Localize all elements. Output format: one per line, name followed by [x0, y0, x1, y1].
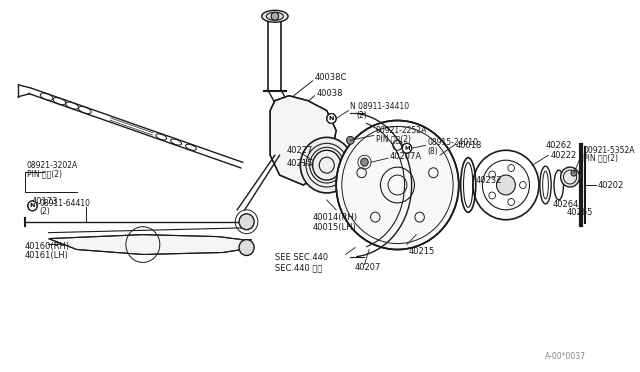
Text: 40207: 40207 [355, 263, 381, 272]
Text: (8): (8) [428, 147, 438, 156]
Text: A-00*0037: A-00*0037 [545, 352, 586, 361]
Circle shape [28, 201, 37, 211]
Text: 40215: 40215 [286, 159, 312, 168]
Text: 40262: 40262 [545, 141, 572, 150]
Circle shape [239, 240, 254, 256]
Text: 08911-64410: 08911-64410 [39, 199, 90, 208]
Text: 40161(LH): 40161(LH) [25, 251, 69, 260]
Text: N: N [30, 203, 35, 208]
Text: 40215: 40215 [409, 247, 435, 256]
Circle shape [336, 121, 459, 250]
Text: 40232: 40232 [476, 176, 502, 185]
Text: 40038C: 40038C [314, 73, 347, 82]
Text: 40038: 40038 [316, 89, 343, 98]
Text: 40173: 40173 [31, 198, 58, 206]
Text: PIN ピン(2): PIN ピン(2) [27, 170, 62, 179]
Ellipse shape [262, 10, 288, 22]
Text: 40222: 40222 [550, 151, 577, 160]
Text: PIN ピン(2): PIN ピン(2) [376, 135, 411, 144]
Circle shape [561, 167, 579, 187]
Circle shape [300, 137, 353, 193]
Text: N 08911-34410: N 08911-34410 [350, 102, 410, 111]
Text: M: M [404, 146, 410, 151]
Text: 40264: 40264 [553, 201, 579, 209]
Circle shape [402, 143, 412, 153]
Text: 00921-2252A: 00921-2252A [376, 126, 427, 135]
Text: 40014(RH): 40014(RH) [312, 213, 358, 222]
Text: 40207A: 40207A [390, 152, 422, 161]
Text: 00921-5352A: 00921-5352A [583, 146, 635, 155]
Circle shape [497, 175, 515, 195]
Text: (2): (2) [39, 207, 50, 216]
Text: PIN ピン(2): PIN ピン(2) [583, 154, 618, 163]
Text: 40227: 40227 [286, 146, 312, 155]
Text: 40202: 40202 [597, 180, 623, 189]
Circle shape [239, 214, 254, 230]
Circle shape [361, 158, 368, 166]
Text: 40160(RH): 40160(RH) [25, 242, 70, 251]
Circle shape [571, 170, 577, 176]
Text: 08921-3202A: 08921-3202A [27, 161, 78, 170]
Text: 40265: 40265 [566, 208, 593, 217]
Text: 08915-24010: 08915-24010 [428, 138, 479, 147]
Text: SEE SEC.440: SEE SEC.440 [275, 253, 328, 262]
Circle shape [271, 12, 278, 20]
Circle shape [346, 137, 354, 144]
Polygon shape [270, 96, 336, 185]
Text: (2): (2) [356, 111, 367, 120]
Circle shape [327, 113, 336, 124]
Text: SEC.440 参照: SEC.440 参照 [275, 263, 323, 272]
Polygon shape [49, 235, 246, 254]
Text: 40018: 40018 [456, 141, 483, 150]
Text: N: N [329, 116, 334, 121]
Text: 40015(LH): 40015(LH) [312, 223, 356, 232]
